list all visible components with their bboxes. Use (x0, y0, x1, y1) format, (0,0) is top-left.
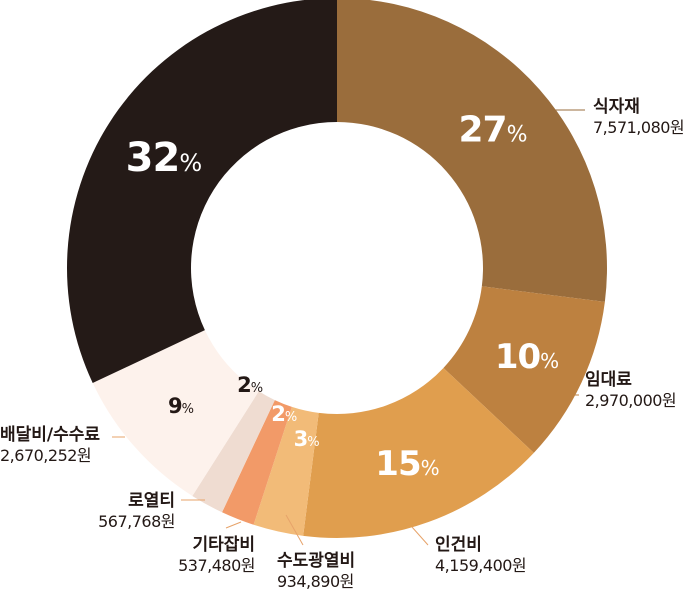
percent-label: 2% (237, 373, 263, 397)
donut-slice (192, 391, 275, 513)
percent-sign: % (540, 349, 560, 374)
percent-label: 10% (495, 337, 559, 377)
slice-name: 수도광열비 (277, 551, 356, 571)
slice-label: 로열티 567,768원 (60, 491, 175, 532)
percent-sign: % (307, 434, 320, 450)
percent-label: 15% (375, 444, 439, 484)
slice-label: 배달비/수수료 2,670,252원 (0, 425, 100, 466)
percent-label: 2% (271, 402, 297, 426)
slice-label: 수도광열비 934,890원 (277, 551, 355, 592)
slice-label: 임대료 2,970,000원 (585, 370, 677, 411)
slice-name: 기타잡비 (192, 535, 255, 555)
leader-line (285, 514, 304, 546)
percent-value: 2 (271, 402, 286, 427)
percent-value: 3 (293, 426, 309, 451)
donut-slice (92, 330, 259, 496)
percent-label: 9% (168, 394, 194, 418)
leader-line (225, 521, 242, 529)
percent-sign: % (506, 122, 528, 148)
percent-sign: % (181, 401, 194, 417)
donut-slice (443, 286, 605, 453)
percent-sign: % (179, 149, 203, 178)
donut-slice (303, 367, 534, 538)
slice-amount: 537,480원 (178, 556, 255, 576)
slice-name: 식자재 (593, 97, 640, 117)
slice-label: 식자재 7,571,080원 (593, 97, 685, 138)
donut-slice (337, 0, 607, 302)
slice-label: 인건비 4,159,400원 (435, 535, 527, 576)
slice-amount: 567,768원 (98, 512, 175, 532)
percent-value: 9 (167, 393, 183, 418)
donut-slice (67, 0, 337, 383)
slice-name: 인건비 (435, 535, 482, 555)
percent-sign: % (250, 380, 264, 396)
percent-value: 32 (125, 135, 181, 182)
percent-value: 15 (375, 443, 421, 484)
percent-value: 2 (237, 372, 252, 397)
slice-name: 로열티 (128, 491, 175, 511)
slice-amount: 2,970,000원 (585, 391, 677, 411)
percent-label: 27% (459, 110, 528, 151)
slice-name: 임대료 (585, 370, 632, 390)
percent-label: 32% (126, 135, 202, 181)
donut-slice (253, 406, 319, 536)
percent-value: 10 (494, 337, 541, 378)
percent-sign: % (420, 455, 440, 480)
slice-amount: 934,890원 (277, 572, 354, 592)
leader-line (411, 526, 429, 546)
slice-label: 기타잡비 537,480원 (140, 535, 255, 576)
percent-label: 3% (294, 427, 320, 451)
slice-name: 배달비/수수료 (0, 425, 101, 445)
slice-amount: 7,571,080원 (593, 118, 685, 138)
slice-amount: 4,159,400원 (435, 556, 527, 576)
donut-slice (222, 400, 292, 525)
slice-amount: 2,670,252원 (0, 446, 92, 466)
percent-sign: % (284, 410, 298, 426)
percent-value: 27 (458, 109, 508, 151)
